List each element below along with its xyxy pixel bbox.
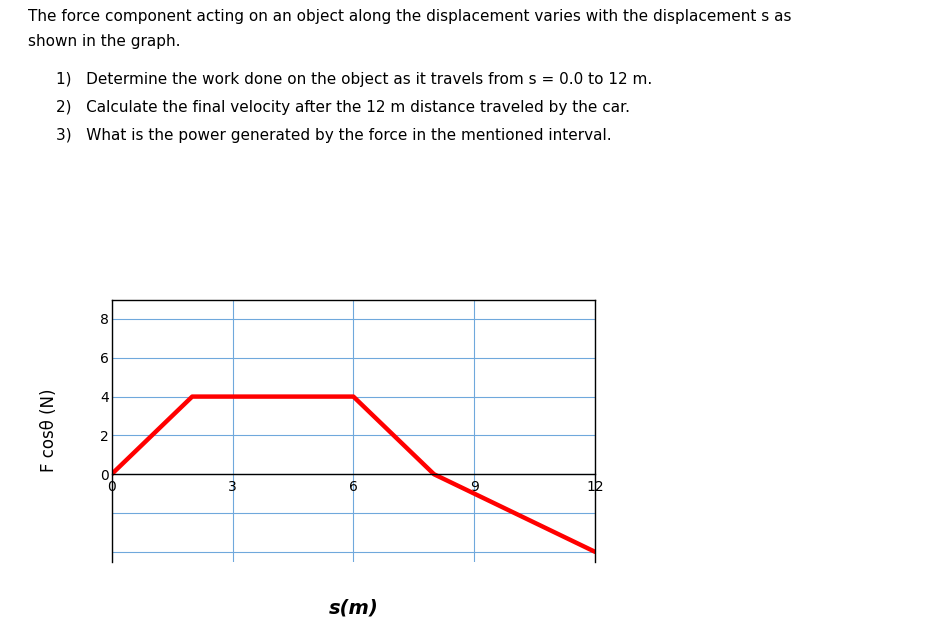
Text: 3)   What is the power generated by the force in the mentioned interval.: 3) What is the power generated by the fo…: [56, 128, 611, 143]
Text: shown in the graph.: shown in the graph.: [28, 34, 180, 49]
X-axis label: s(m): s(m): [328, 598, 379, 617]
Y-axis label: F cosθ (N): F cosθ (N): [40, 389, 59, 472]
Text: The force component acting on an object along the displacement varies with the d: The force component acting on an object …: [28, 9, 791, 24]
Text: 2)   Calculate the final velocity after the 12 m distance traveled by the car.: 2) Calculate the final velocity after th…: [56, 100, 630, 115]
Text: 1)   Determine the work done on the object as it travels from s = 0.0 to 12 m.: 1) Determine the work done on the object…: [56, 72, 652, 87]
